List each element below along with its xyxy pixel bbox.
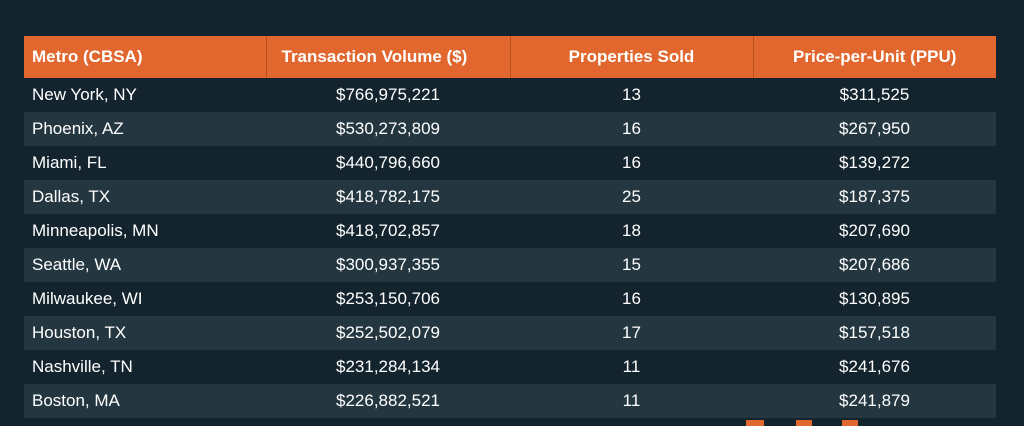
decorative-orange-block xyxy=(796,420,812,426)
cell-metro: Dallas, TX xyxy=(24,180,266,214)
cell-ppu: $241,676 xyxy=(753,350,996,384)
cell-ppu: $207,690 xyxy=(753,214,996,248)
cell-ppu: $267,950 xyxy=(753,112,996,146)
cell-metro: New York, NY xyxy=(24,78,266,112)
cell-sold: 17 xyxy=(510,316,753,350)
table-row: Houston, TX $252,502,079 17 $157,518 xyxy=(24,316,996,350)
cell-ppu: $241,879 xyxy=(753,384,996,418)
cell-volume: $226,882,521 xyxy=(266,384,510,418)
cell-volume: $418,702,857 xyxy=(266,214,510,248)
decorative-orange-block xyxy=(746,420,764,426)
table-row: Miami, FL $440,796,660 16 $139,272 xyxy=(24,146,996,180)
cell-sold: 11 xyxy=(510,384,753,418)
table-body: New York, NY $766,975,221 13 $311,525 Ph… xyxy=(24,78,996,418)
table-row: Seattle, WA $300,937,355 15 $207,686 xyxy=(24,248,996,282)
cell-sold: 16 xyxy=(510,146,753,180)
cell-metro: Nashville, TN xyxy=(24,350,266,384)
cell-metro: Milwaukee, WI xyxy=(24,282,266,316)
cell-metro: Houston, TX xyxy=(24,316,266,350)
cell-ppu: $187,375 xyxy=(753,180,996,214)
cell-sold: 11 xyxy=(510,350,753,384)
cell-volume: $530,273,809 xyxy=(266,112,510,146)
header-row: Metro (CBSA) Transaction Volume ($) Prop… xyxy=(24,36,996,78)
header-properties-sold: Properties Sold xyxy=(510,36,754,78)
table-row: Nashville, TN $231,284,134 11 $241,676 xyxy=(24,350,996,384)
header-transaction-volume: Transaction Volume ($) xyxy=(266,36,511,78)
metro-transactions-table-container: Metro (CBSA) Transaction Volume ($) Prop… xyxy=(24,36,996,418)
table-row: Dallas, TX $418,782,175 25 $187,375 xyxy=(24,180,996,214)
cell-ppu: $157,518 xyxy=(753,316,996,350)
cell-sold: 16 xyxy=(510,282,753,316)
cell-volume: $418,782,175 xyxy=(266,180,510,214)
cell-metro: Minneapolis, MN xyxy=(24,214,266,248)
metro-transactions-table: Metro (CBSA) Transaction Volume ($) Prop… xyxy=(24,36,996,418)
cell-sold: 18 xyxy=(510,214,753,248)
cell-volume: $440,796,660 xyxy=(266,146,510,180)
table-row: Minneapolis, MN $418,702,857 18 $207,690 xyxy=(24,214,996,248)
cell-volume: $766,975,221 xyxy=(266,78,510,112)
table-row: Boston, MA $226,882,521 11 $241,879 xyxy=(24,384,996,418)
cell-volume: $300,937,355 xyxy=(266,248,510,282)
cell-ppu: $139,272 xyxy=(753,146,996,180)
cell-metro: Boston, MA xyxy=(24,384,266,418)
cell-metro: Seattle, WA xyxy=(24,248,266,282)
cell-ppu: $207,686 xyxy=(753,248,996,282)
cell-volume: $252,502,079 xyxy=(266,316,510,350)
cell-volume: $231,284,134 xyxy=(266,350,510,384)
table-header: Metro (CBSA) Transaction Volume ($) Prop… xyxy=(24,36,996,78)
cell-sold: 16 xyxy=(510,112,753,146)
cell-metro: Miami, FL xyxy=(24,146,266,180)
cell-volume: $253,150,706 xyxy=(266,282,510,316)
header-price-per-unit: Price-per-Unit (PPU) xyxy=(753,36,996,78)
header-metro: Metro (CBSA) xyxy=(24,36,267,78)
cell-sold: 15 xyxy=(510,248,753,282)
table-row: New York, NY $766,975,221 13 $311,525 xyxy=(24,78,996,112)
decorative-orange-block xyxy=(842,420,858,426)
cell-ppu: $130,895 xyxy=(753,282,996,316)
table-row: Phoenix, AZ $530,273,809 16 $267,950 xyxy=(24,112,996,146)
table-row: Milwaukee, WI $253,150,706 16 $130,895 xyxy=(24,282,996,316)
cell-sold: 25 xyxy=(510,180,753,214)
cell-ppu: $311,525 xyxy=(753,78,996,112)
cell-metro: Phoenix, AZ xyxy=(24,112,266,146)
cell-sold: 13 xyxy=(510,78,753,112)
